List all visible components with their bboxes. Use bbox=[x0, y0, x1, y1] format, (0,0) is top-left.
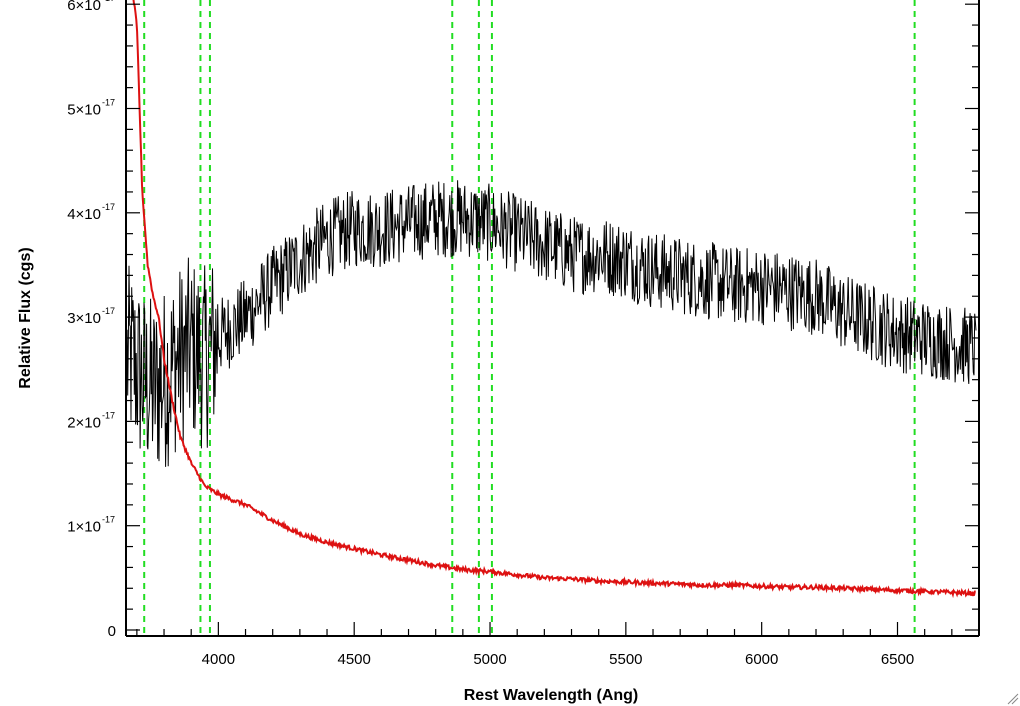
y-tick-label: 6×10 bbox=[67, 0, 101, 14]
series-layer bbox=[126, 0, 977, 599]
x-tick-label: 4500 bbox=[338, 651, 371, 668]
y-tick-exponent: -17 bbox=[102, 0, 115, 3]
y-tick-exponent: -17 bbox=[102, 410, 115, 420]
y-tick-label: 4×10 bbox=[67, 206, 101, 223]
y-tick-exponent: -17 bbox=[102, 515, 115, 525]
y-tick-label: 5×10 bbox=[67, 102, 101, 119]
x-tick-label: 4000 bbox=[202, 651, 235, 668]
x-tick-label: 5500 bbox=[609, 651, 642, 668]
axes-layer bbox=[125, 0, 980, 637]
resize-grip-icon[interactable] bbox=[1007, 693, 1019, 705]
y-tick-exponent: -17 bbox=[102, 98, 115, 108]
x-tick-label: 6000 bbox=[745, 651, 778, 668]
y-tick-exponent: -17 bbox=[102, 202, 115, 212]
y-tick-exponent: -17 bbox=[102, 306, 115, 316]
reference-lines bbox=[143, 0, 916, 636]
series-line-1 bbox=[126, 180, 977, 467]
x-tick-label: 6500 bbox=[881, 651, 914, 668]
x-tick-label: 5000 bbox=[473, 651, 506, 668]
y-axis-title: Relative Flux (cgs) bbox=[17, 247, 34, 388]
y-tick-label: 0 bbox=[108, 623, 116, 640]
y-tick-label: 2×10 bbox=[67, 414, 101, 431]
x-axis-title: Rest Wavelength (Ang) bbox=[464, 687, 639, 704]
y-tick-label: 3×10 bbox=[67, 310, 101, 327]
series-line-2 bbox=[132, 0, 976, 599]
y-tick-label: 1×10 bbox=[67, 519, 101, 536]
